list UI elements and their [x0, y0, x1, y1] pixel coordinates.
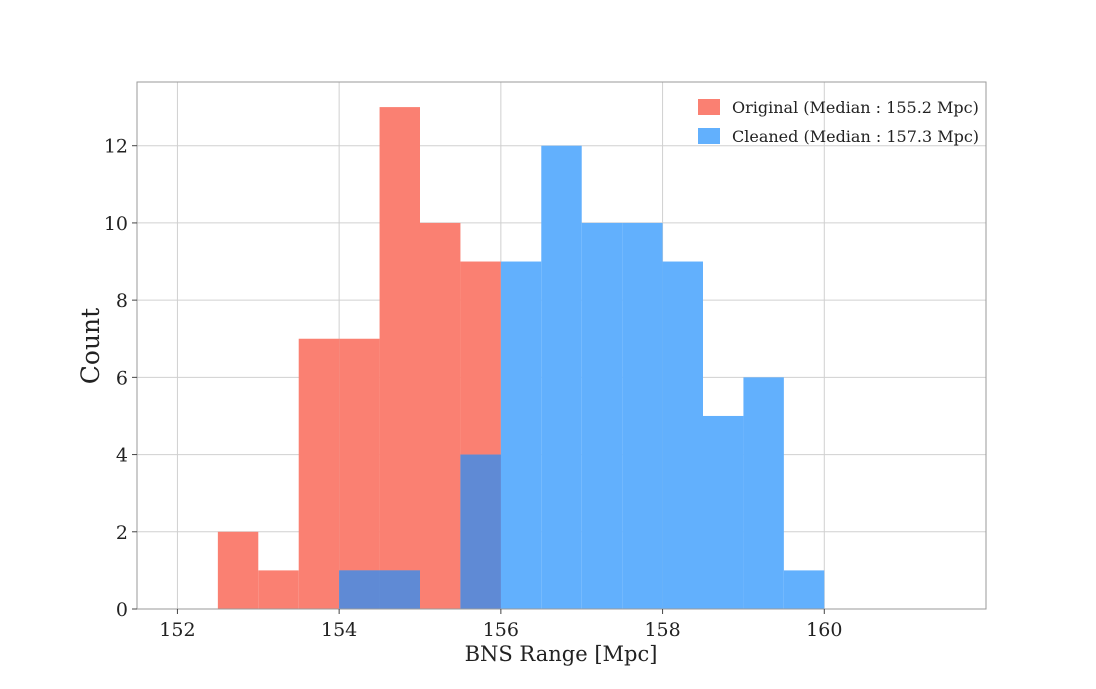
- x-tick-label: 156: [483, 619, 519, 641]
- histogram-bar-series-2: [541, 145, 582, 609]
- y-tick-label: 12: [104, 136, 128, 158]
- legend-swatch-series-2: [698, 128, 720, 144]
- histogram-bar-series-1: [258, 570, 299, 609]
- histogram-bar-series-2: [622, 222, 663, 609]
- y-tick-label: 10: [104, 213, 128, 235]
- bars-layer: [217, 107, 825, 609]
- y-axis-label: Count: [76, 308, 105, 384]
- histogram-bar-series-2: [581, 222, 623, 609]
- histogram-bar-series-1: [339, 338, 380, 609]
- histogram-bar-series-2: [703, 415, 744, 609]
- legend: Original (Median : 155.2 Mpc) Cleaned (Me…: [698, 98, 979, 146]
- y-tick-label: 6: [116, 367, 128, 389]
- y-tick-label: 2: [116, 522, 128, 544]
- histogram-overlap-bar: [379, 570, 420, 609]
- legend-swatch-series-1: [698, 99, 720, 115]
- y-tick-label: 4: [116, 445, 128, 467]
- x-tick-label: 154: [321, 619, 357, 641]
- x-axis-label: BNS Range [Mpc]: [465, 642, 658, 666]
- ticks-layer: 152 154 156 158 160 0 2 4 6 8 10 12: [104, 136, 843, 641]
- histogram-bar-series-2: [500, 261, 542, 609]
- histogram-bar-series-2: [743, 377, 784, 609]
- legend-label-series-1: Original (Median : 155.2 Mpc): [732, 98, 979, 117]
- histogram-bar-series-2: [783, 570, 825, 609]
- x-tick-label: 152: [159, 619, 195, 641]
- histogram-bar-series-1: [379, 107, 420, 609]
- histogram-bar-series-1: [420, 222, 461, 609]
- x-tick-label: 158: [644, 619, 680, 641]
- plot-frame: [136, 81, 987, 610]
- histogram-bar-series-1: [217, 531, 259, 609]
- histogram-bar-series-2: [662, 261, 703, 609]
- y-tick-label: 0: [116, 599, 128, 621]
- histogram-overlap-bar: [460, 454, 501, 609]
- x-tick-label: 160: [806, 619, 842, 641]
- histogram-overlap-bar: [339, 570, 380, 609]
- y-tick-label: 8: [116, 290, 128, 312]
- legend-label-series-2: Cleaned (Median : 157.3 Mpc): [732, 127, 979, 146]
- histogram-bar-series-1: [298, 338, 340, 609]
